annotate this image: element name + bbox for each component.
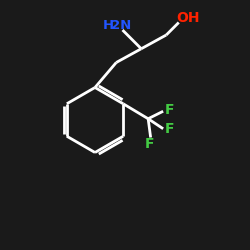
Text: OH: OH (176, 11, 200, 25)
Text: H: H (103, 19, 114, 32)
Text: F: F (165, 103, 174, 117)
Text: F: F (145, 138, 154, 151)
Text: F: F (165, 122, 174, 136)
Text: 2N: 2N (111, 19, 132, 32)
